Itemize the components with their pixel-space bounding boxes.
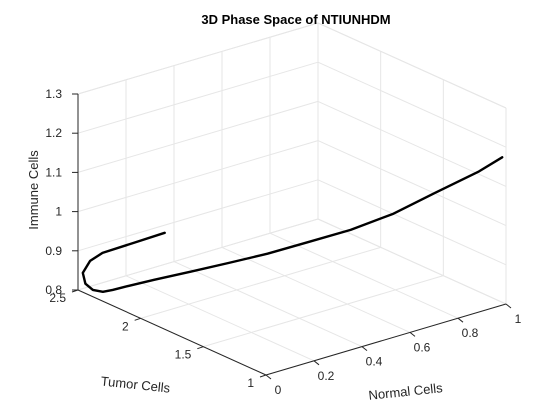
x-tick-mark [265,374,272,380]
grid-line-z-back [77,140,319,213]
grid-line-z-side [317,61,507,148]
series-line-0 [81,156,504,293]
grid-line-x-floor [173,261,363,348]
z-tick-label: 1.3 [45,87,62,101]
x-tick-mark [457,317,464,323]
y-tick-label: 2.5 [49,291,66,305]
grid-line-z-back [77,100,319,173]
y-tick-mark [197,346,204,350]
grid-lines [77,22,507,376]
x-tick-label: 1 [515,312,522,326]
x-axis-line [265,303,507,376]
z-tick-label: 0.9 [45,244,62,258]
grid-line-z-side [317,140,507,227]
y-axis-label: Tumor Cells [100,373,171,395]
box-edge [77,22,319,95]
y-tick-mark [259,374,267,378]
z-tick-label: 1.1 [45,165,62,179]
grid-line-x-floor [221,246,411,333]
x-tick-mark [505,303,512,309]
z-tick-label: 0.8 [45,283,62,297]
x-tick-label: 0.2 [318,369,335,383]
x-tick-mark [361,346,368,351]
grid-line-z-back [77,179,319,252]
y-axis-line [77,289,267,376]
x-tick-label: 0.4 [366,355,383,369]
y-tick-mark [134,317,141,321]
y-tick-label: 1.5 [175,348,192,362]
chart-title: 3D Phase Space of NTIUNHDM [201,12,390,27]
grid-line-x-floor [125,275,315,362]
x-tick-mark [313,360,320,366]
z-tick-label: 1.2 [45,126,62,140]
y-tick-label: 2 [122,319,129,333]
x-tick-label: 0.6 [414,340,431,354]
grid-line-y-floor [140,246,381,319]
z-tick-label: 1 [55,205,62,219]
grid-line-z-side [317,218,507,305]
axis-lines [77,94,507,376]
grid-line-y-floor [203,275,444,348]
grid-line-z-back [77,218,319,291]
y-tick-label: 1 [247,376,254,390]
x-tick-label: 0.8 [462,326,479,340]
box-edge [317,22,507,109]
tick-marks [71,93,512,380]
grid-line-z-back [77,61,319,134]
x-tick-mark [409,332,416,337]
z-axis-label: Immune Cells [26,150,41,230]
x-tick-label: 0 [275,383,282,397]
data-series [81,156,504,293]
grid-line-z-side [317,179,507,266]
grid-line-x-floor [269,232,459,319]
